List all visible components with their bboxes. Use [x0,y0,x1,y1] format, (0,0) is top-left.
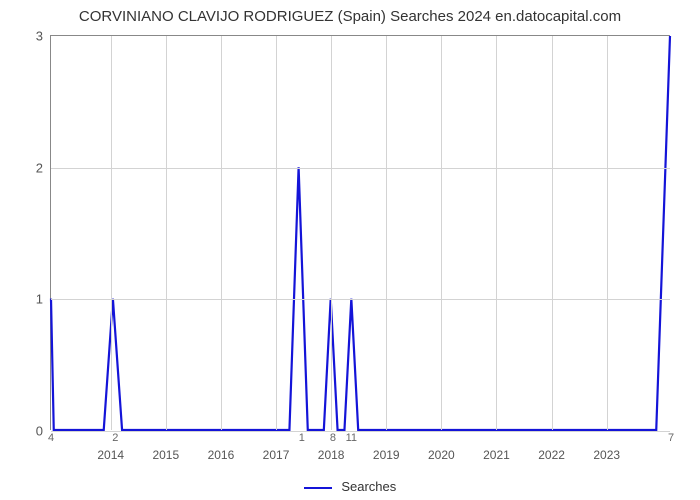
point-value-label: 11 [346,430,357,444]
gridline-v [111,36,112,430]
x-tick-label: 2020 [428,430,455,462]
y-tick-label: 2 [36,160,51,175]
gridline-v [331,36,332,430]
x-tick-label: 2014 [97,430,124,462]
y-tick-label: 1 [36,292,51,307]
x-tick-label: 2016 [208,430,235,462]
plot-area: 0123201420152016201720182019202020212022… [50,35,670,430]
x-tick-label: 2017 [263,430,290,462]
line-series [51,36,670,430]
x-tick-label: 2019 [373,430,400,462]
gridline-v [441,36,442,430]
chart-title: CORVINIANO CLAVIJO RODRIGUEZ (Spain) Sea… [0,0,700,25]
gridline-v [276,36,277,430]
point-value-label: 8 [330,430,336,444]
legend-swatch [304,487,332,489]
gridline-v [607,36,608,430]
point-value-label: 4 [48,430,54,444]
legend-label: Searches [341,479,396,494]
gridline-h [51,299,670,300]
x-tick-label: 2023 [593,430,620,462]
y-tick-label: 3 [36,29,51,44]
x-tick-label: 2021 [483,430,510,462]
point-value-label: 1 [299,430,305,444]
gridline-h [51,168,670,169]
x-tick-label: 2015 [152,430,179,462]
gridline-v [221,36,222,430]
legend: Searches [0,479,700,494]
gridline-v [166,36,167,430]
gridline-v [386,36,387,430]
gridline-v [496,36,497,430]
gridline-v [552,36,553,430]
gridline-h [51,431,670,432]
point-value-label: 7 [668,430,674,444]
x-tick-label: 2022 [538,430,565,462]
point-value-label: 2 [112,430,118,444]
